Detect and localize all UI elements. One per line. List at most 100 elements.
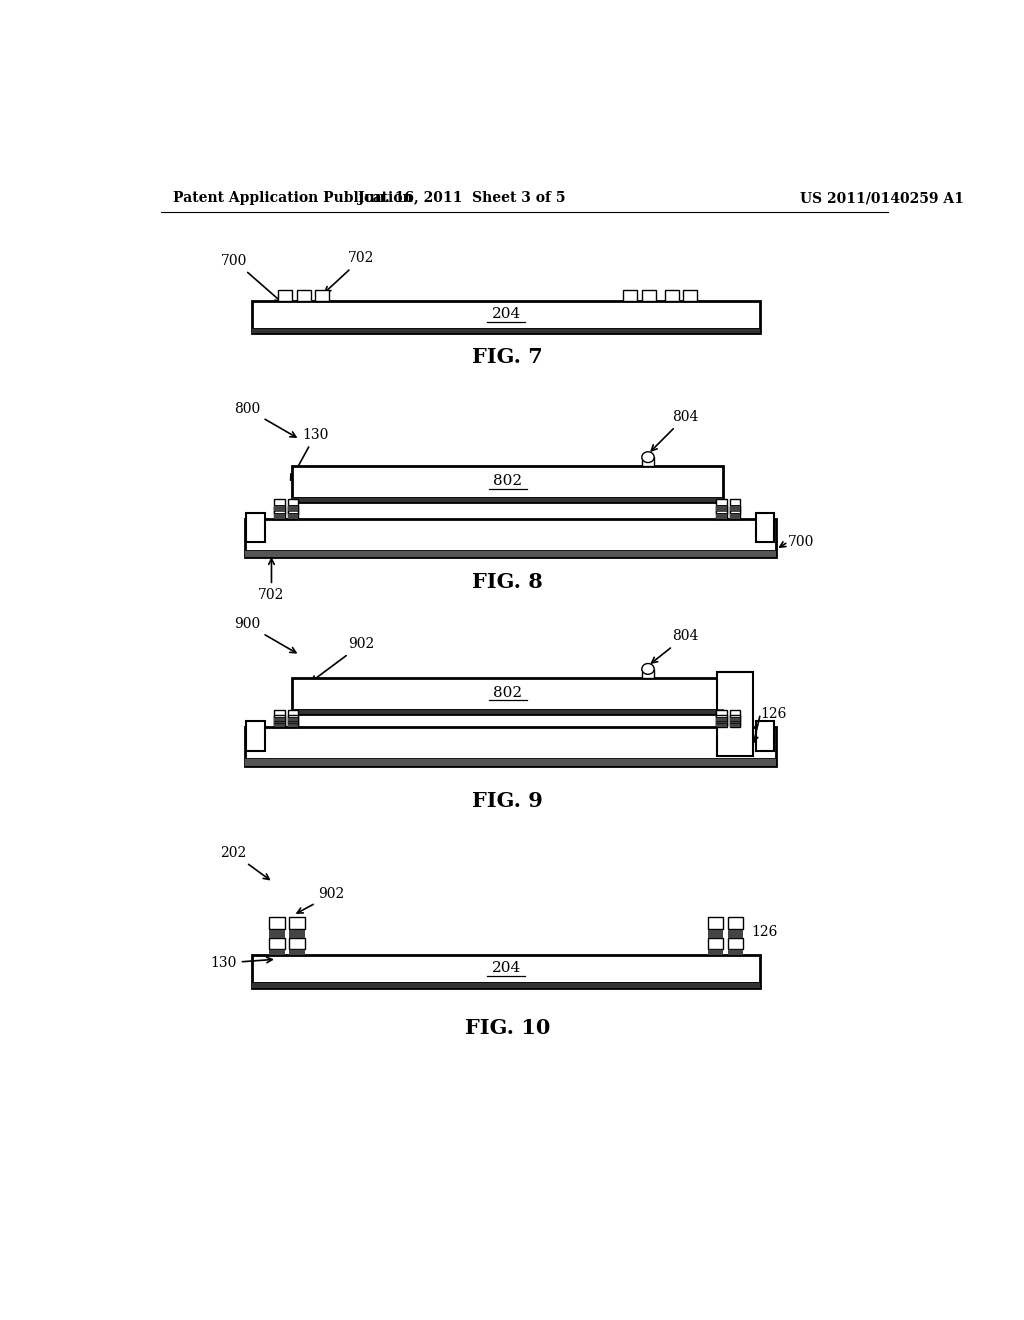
- Text: FIG. 9: FIG. 9: [472, 792, 544, 812]
- Bar: [730, 507, 740, 519]
- Bar: [269, 917, 285, 929]
- Bar: [288, 721, 298, 727]
- Bar: [289, 929, 304, 939]
- Bar: [288, 710, 298, 726]
- Text: 700: 700: [221, 253, 281, 302]
- Bar: [269, 929, 285, 939]
- Text: 902: 902: [311, 638, 375, 681]
- Bar: [252, 301, 761, 333]
- Bar: [730, 512, 740, 519]
- Bar: [717, 672, 753, 756]
- Text: 804: 804: [651, 411, 698, 451]
- Bar: [716, 715, 727, 727]
- Bar: [252, 327, 761, 333]
- Bar: [245, 758, 776, 766]
- Bar: [288, 512, 298, 519]
- Text: 800: 800: [233, 401, 296, 437]
- Ellipse shape: [642, 451, 654, 462]
- Bar: [728, 949, 743, 956]
- Bar: [289, 949, 304, 956]
- Text: FIG. 7: FIG. 7: [472, 347, 544, 367]
- Text: 804: 804: [651, 630, 698, 663]
- Bar: [716, 717, 727, 723]
- Bar: [716, 512, 727, 519]
- Bar: [708, 939, 724, 949]
- Text: 130: 130: [211, 956, 272, 970]
- Bar: [642, 669, 654, 678]
- Bar: [642, 290, 655, 301]
- Bar: [624, 290, 637, 301]
- Text: 702: 702: [325, 251, 375, 292]
- Bar: [289, 917, 304, 929]
- Bar: [292, 498, 724, 502]
- Bar: [273, 507, 285, 519]
- Text: FIG. 8: FIG. 8: [472, 572, 544, 591]
- Bar: [292, 709, 724, 714]
- Bar: [288, 499, 298, 515]
- Bar: [716, 710, 727, 726]
- Bar: [665, 290, 679, 301]
- Bar: [273, 710, 285, 726]
- Bar: [269, 949, 285, 956]
- Bar: [716, 499, 727, 515]
- Bar: [273, 499, 285, 515]
- Bar: [728, 917, 743, 929]
- Bar: [716, 507, 727, 519]
- Text: 902: 902: [297, 887, 345, 913]
- Bar: [730, 717, 740, 723]
- Bar: [728, 939, 743, 949]
- Bar: [245, 727, 776, 766]
- Text: Patent Application Publication: Patent Application Publication: [173, 191, 413, 206]
- Bar: [288, 506, 298, 511]
- Bar: [315, 290, 330, 301]
- Bar: [246, 721, 264, 751]
- Bar: [708, 949, 724, 956]
- Ellipse shape: [642, 664, 654, 675]
- Bar: [708, 917, 724, 929]
- Bar: [730, 715, 740, 727]
- Bar: [252, 982, 761, 987]
- Bar: [756, 512, 774, 543]
- Bar: [297, 290, 310, 301]
- Bar: [292, 466, 724, 502]
- Bar: [716, 506, 727, 511]
- Bar: [288, 715, 298, 727]
- Text: 130: 130: [291, 428, 329, 480]
- Text: US 2011/0140259 A1: US 2011/0140259 A1: [801, 191, 965, 206]
- Bar: [252, 956, 761, 987]
- Text: 702: 702: [258, 558, 285, 602]
- Bar: [273, 721, 285, 727]
- Text: FIG. 10: FIG. 10: [465, 1019, 551, 1039]
- Bar: [756, 721, 774, 751]
- Bar: [279, 290, 292, 301]
- Bar: [730, 499, 740, 515]
- Text: 202: 202: [220, 846, 269, 879]
- Bar: [730, 506, 740, 511]
- Bar: [273, 512, 285, 519]
- Text: Jun. 16, 2011  Sheet 3 of 5: Jun. 16, 2011 Sheet 3 of 5: [358, 191, 565, 206]
- Text: 802: 802: [494, 686, 522, 700]
- Text: 126: 126: [752, 925, 777, 940]
- Bar: [728, 929, 743, 939]
- Bar: [246, 512, 264, 543]
- Bar: [708, 929, 724, 939]
- Bar: [642, 457, 654, 466]
- Bar: [683, 290, 697, 301]
- Bar: [269, 939, 285, 949]
- Bar: [716, 721, 727, 727]
- Bar: [273, 717, 285, 723]
- Text: 900: 900: [233, 618, 296, 652]
- Text: 126: 126: [761, 706, 786, 721]
- Bar: [245, 519, 776, 557]
- Text: 700: 700: [788, 535, 814, 549]
- Bar: [730, 710, 740, 726]
- Bar: [289, 939, 304, 949]
- Bar: [288, 717, 298, 723]
- Text: 204: 204: [492, 308, 521, 321]
- Bar: [273, 715, 285, 727]
- Text: 204: 204: [492, 961, 521, 975]
- Bar: [245, 549, 776, 557]
- Text: 802: 802: [494, 474, 522, 488]
- Bar: [292, 678, 724, 714]
- Bar: [273, 506, 285, 511]
